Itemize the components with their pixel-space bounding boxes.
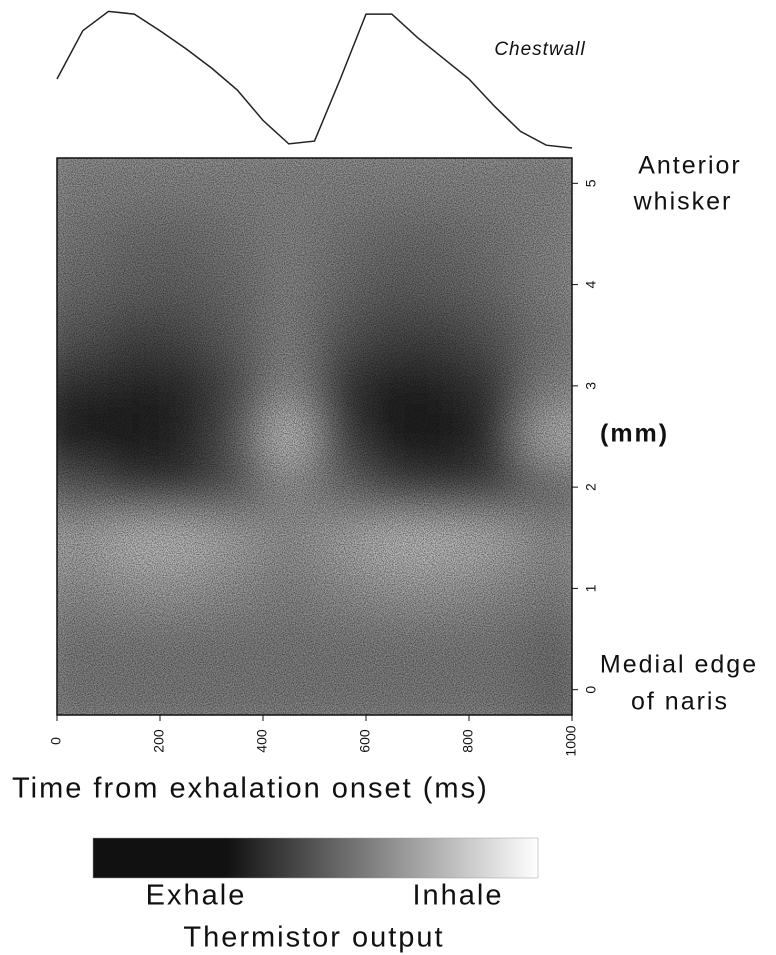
y-tick-label: 2 — [583, 483, 599, 491]
colorbar — [93, 838, 538, 878]
y-top-label: whisker — [633, 188, 733, 216]
texture — [57, 158, 572, 715]
trace-label: Chestwall — [494, 39, 585, 60]
y-top-label: Anterior — [638, 152, 742, 180]
y-tick-label: 0 — [583, 686, 599, 694]
x-tick-label: 200 — [151, 729, 167, 753]
y-tick-label: 4 — [583, 280, 599, 288]
y-tick-label: 1 — [583, 584, 599, 592]
colorbar-low-label: Exhale — [146, 880, 247, 912]
colorbar-high-label: Inhale — [412, 880, 503, 912]
x-tick-label: 0 — [48, 737, 64, 745]
x-tick-label: 400 — [254, 729, 270, 753]
x-tick-label: 800 — [460, 729, 476, 753]
colorbar-title: Thermistor output — [183, 922, 444, 954]
chestwall-trace — [57, 11, 572, 148]
y-bottom-label: Medial edge — [600, 651, 758, 679]
x-tick-label: 1000 — [563, 725, 579, 756]
y-bottom-label: of naris — [631, 688, 729, 716]
figure: Chestwall Time from exhalation onset (ms… — [0, 0, 776, 955]
y-tick-label: 3 — [583, 382, 599, 390]
x-axis-title: Time from exhalation onset (ms) — [12, 773, 489, 805]
x-tick-label: 600 — [357, 729, 373, 753]
y-tick-label: 5 — [583, 179, 599, 187]
y-axis-title: (mm) — [600, 420, 669, 448]
